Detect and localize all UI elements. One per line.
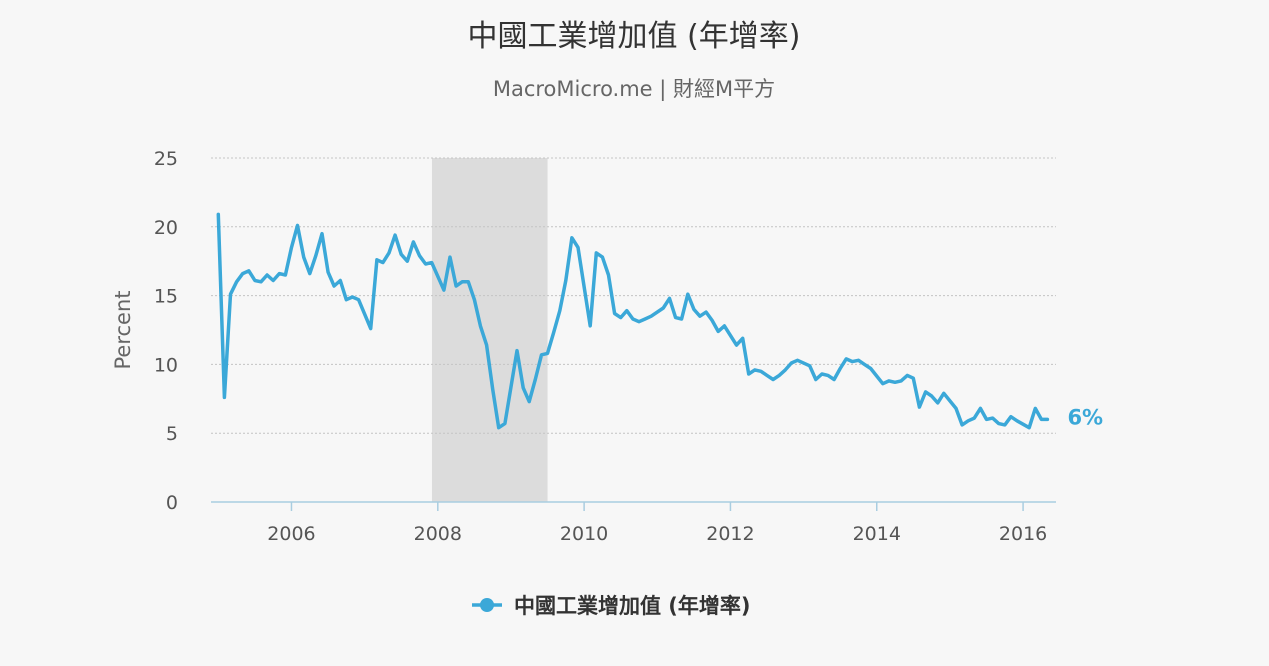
legend-series-name: 中國工業增加值 (年增率) bbox=[514, 594, 751, 618]
chart-subtitle: MacroMicro.me | 財經M平方 bbox=[493, 77, 775, 102]
y-tick-label-5: 5 bbox=[166, 423, 178, 445]
y-tick-label-15: 15 bbox=[154, 286, 178, 308]
y-axis-label: Percent bbox=[111, 290, 135, 369]
x-tick-label-2006: 2006 bbox=[267, 523, 315, 545]
y-tick-label-0: 0 bbox=[166, 492, 178, 514]
x-tick-label-2016: 2016 bbox=[999, 523, 1047, 545]
x-tick-label-2014: 2014 bbox=[853, 523, 901, 545]
y-tick-label-20: 20 bbox=[154, 217, 178, 239]
chart-title: 中國工業增加值 (年增率) bbox=[468, 19, 801, 54]
y-tick-label-25: 25 bbox=[154, 148, 178, 170]
y-tick-label-10: 10 bbox=[154, 354, 178, 376]
series-line[interactable] bbox=[216, 212, 1050, 430]
legend-dot-marker bbox=[480, 598, 494, 612]
x-tick-label-2012: 2012 bbox=[706, 523, 754, 545]
legend[interactable]: 中國工業增加值 (年增率) bbox=[472, 594, 751, 618]
x-tick-label-2008: 2008 bbox=[414, 523, 462, 545]
shaded-period-band bbox=[431, 158, 548, 502]
end-value-label: 6% bbox=[1067, 405, 1103, 429]
x-tick-label-2010: 2010 bbox=[560, 523, 608, 545]
